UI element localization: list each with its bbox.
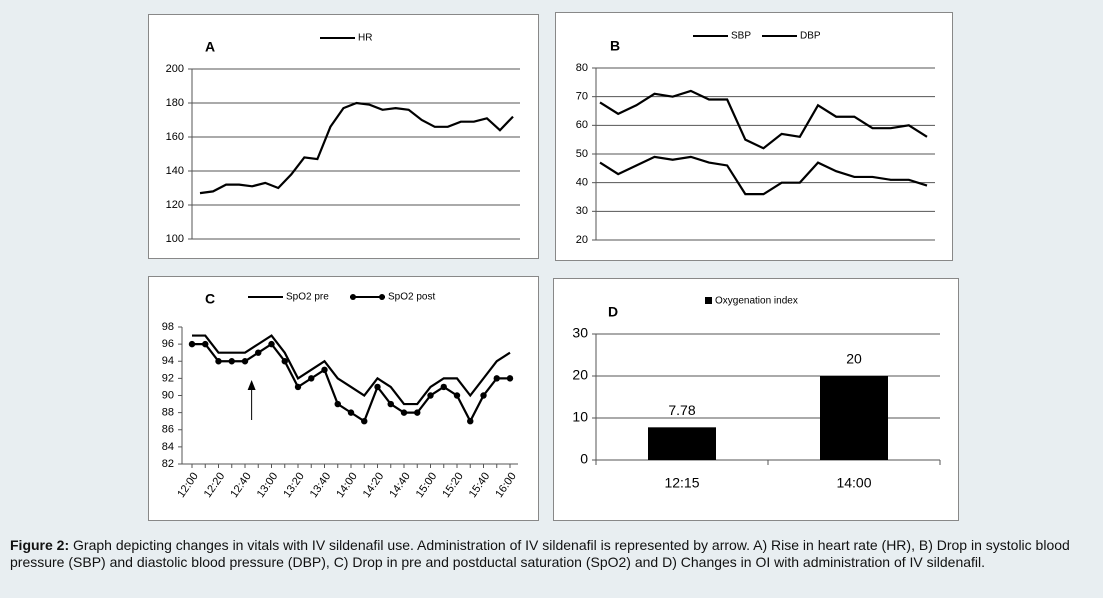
marker xyxy=(321,366,328,374)
y-tick-label: 10 xyxy=(572,409,588,425)
series-line xyxy=(599,89,928,150)
marker xyxy=(427,392,434,399)
y-tick-label: 86 xyxy=(162,424,174,436)
y-tick-label: 100 xyxy=(166,233,184,245)
x-tick-label: 12:15 xyxy=(664,475,699,491)
y-tick-label: 30 xyxy=(576,205,588,217)
marker xyxy=(188,340,196,348)
marker xyxy=(400,409,408,416)
panel-label: B xyxy=(610,38,620,54)
legend-marker xyxy=(350,294,356,300)
y-tick-label: 80 xyxy=(576,62,588,74)
y-tick-label: 180 xyxy=(166,97,184,109)
y-tick-label: 30 xyxy=(572,325,588,341)
y-tick-label: 0 xyxy=(580,451,588,467)
y-tick-label: 160 xyxy=(166,131,184,143)
caption-text: Graph depicting changes in vitals with I… xyxy=(10,537,1070,570)
marker xyxy=(506,375,514,382)
y-tick-label: 84 xyxy=(162,441,174,453)
panel-label: D xyxy=(608,304,618,320)
panel-label: C xyxy=(205,291,215,307)
marker xyxy=(281,358,288,365)
y-tick-label: 92 xyxy=(162,372,174,384)
legend-label: Oxygenation index xyxy=(715,296,798,307)
y-tick-label: 60 xyxy=(576,119,588,131)
marker xyxy=(414,409,421,416)
y-tick-label: 70 xyxy=(576,91,588,103)
bar xyxy=(648,427,716,460)
y-tick-label: 82 xyxy=(162,458,174,470)
y-tick-label: 20 xyxy=(576,234,588,246)
caption-label: Figure 2: xyxy=(10,537,70,553)
arrow-head xyxy=(247,380,256,390)
caption: Figure 2: Graph depicting changes in vit… xyxy=(10,537,1095,571)
marker xyxy=(268,340,275,348)
x-tick-label: 14:00 xyxy=(836,475,871,491)
marker xyxy=(440,383,447,391)
marker xyxy=(453,392,461,399)
y-tick-label: 40 xyxy=(576,177,588,189)
marker xyxy=(241,358,249,365)
marker xyxy=(480,392,487,399)
y-tick-label: 200 xyxy=(166,63,184,75)
marker xyxy=(308,375,315,382)
y-tick-label: 90 xyxy=(162,389,174,401)
marker xyxy=(294,383,302,391)
y-tick-label: 96 xyxy=(162,338,174,350)
marker xyxy=(228,358,235,365)
data-label: 7.78 xyxy=(668,402,695,418)
marker xyxy=(347,409,355,416)
y-tick-label: 120 xyxy=(166,199,184,211)
y-tick-label: 98 xyxy=(162,321,174,333)
y-tick-label: 50 xyxy=(576,148,588,160)
y-tick-label: 94 xyxy=(162,355,174,367)
legend-label: SBP xyxy=(731,31,751,42)
data-label: 20 xyxy=(846,351,862,367)
y-tick-label: 88 xyxy=(162,407,174,419)
series-line xyxy=(599,155,928,196)
panel xyxy=(553,278,959,521)
marker xyxy=(215,358,222,365)
series-line xyxy=(192,334,511,406)
marker xyxy=(493,375,500,382)
legend-label: SpO2 post xyxy=(388,292,435,303)
marker xyxy=(387,400,394,408)
y-tick-label: 140 xyxy=(166,165,184,177)
marker xyxy=(255,349,262,356)
series-line xyxy=(199,101,514,195)
marker xyxy=(361,417,368,425)
panel xyxy=(555,12,953,261)
panel xyxy=(148,276,539,521)
panel-label: A xyxy=(205,39,215,55)
y-tick-label: 20 xyxy=(572,367,588,383)
marker xyxy=(334,400,341,408)
legend-marker xyxy=(379,294,385,300)
bar xyxy=(820,376,888,460)
marker xyxy=(467,417,474,425)
marker xyxy=(202,340,209,348)
legend-label: HR xyxy=(358,33,372,44)
legend-label: SpO2 pre xyxy=(286,292,329,303)
legend-swatch xyxy=(705,297,712,304)
legend-label: DBP xyxy=(800,31,821,42)
marker xyxy=(374,383,381,391)
